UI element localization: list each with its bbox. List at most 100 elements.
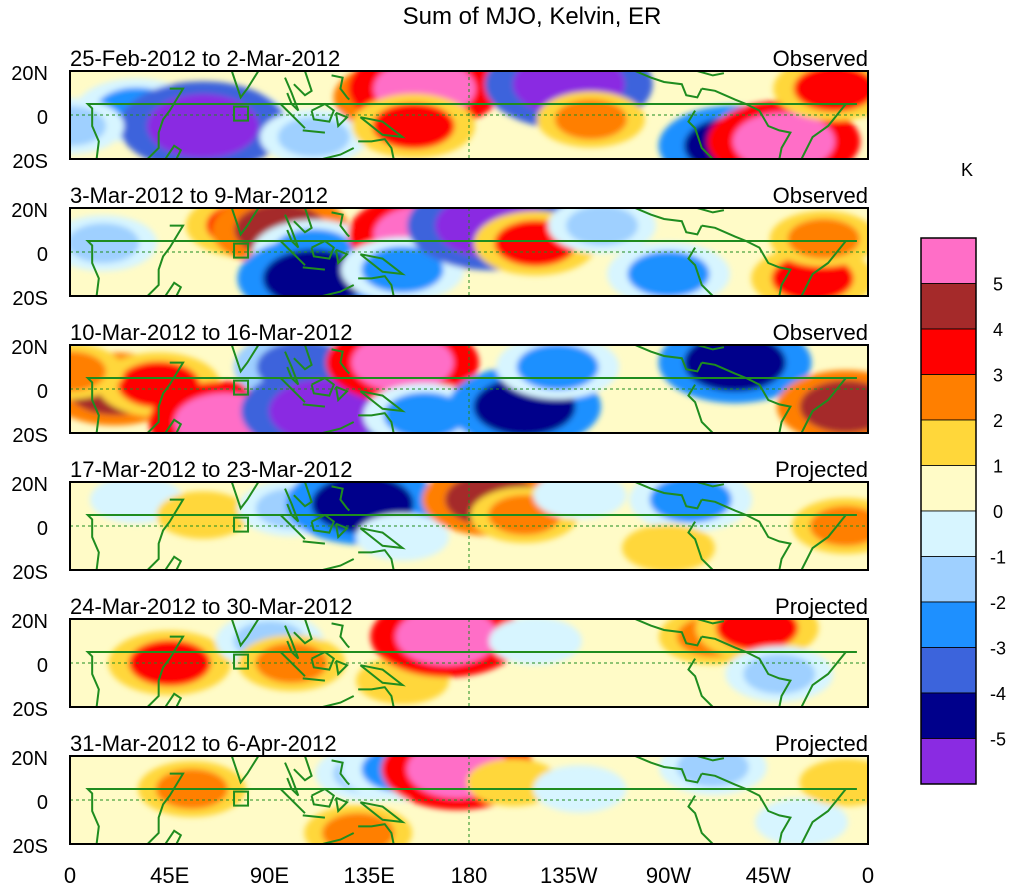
anomaly-core	[105, 482, 168, 517]
coastline	[196, 482, 260, 511]
latitude-label: 20N	[11, 337, 48, 359]
colorbar-tick-label: -4	[990, 684, 1006, 704]
coastline	[293, 345, 313, 371]
colorbar-swatch	[920, 692, 977, 739]
coastline	[322, 695, 355, 707]
panel-date-range: 24-Mar-2012 to 30-Mar-2012	[70, 594, 352, 619]
coastline	[359, 801, 406, 824]
anomaly-core	[548, 482, 611, 513]
anomaly-field	[70, 71, 868, 159]
anomaly-core	[554, 99, 627, 140]
coastline	[85, 514, 857, 570]
coastline	[358, 275, 395, 296]
panel-frame	[69, 755, 869, 845]
coastline	[302, 403, 326, 408]
coastline	[358, 686, 395, 707]
coastline	[279, 377, 306, 403]
colorbar-units: K	[961, 160, 973, 180]
map-panel: 25-Feb-2012 to 2-Mar-2012 Observed 20N 0 20S	[11, 46, 869, 173]
coastline	[331, 485, 351, 512]
latitude-label: 20N	[11, 63, 48, 85]
coastlines	[85, 619, 857, 707]
panel-date-range: 25-Feb-2012 to 2-Mar-2012	[70, 46, 340, 71]
coastline	[196, 345, 260, 374]
anomaly-core	[684, 345, 786, 392]
panel-status: Observed	[773, 183, 868, 208]
index-box	[233, 653, 250, 670]
map-panel: 10-Mar-2012 to 16-Mar-2012 Observed 20N 0 20…	[11, 320, 869, 447]
coastline	[164, 281, 183, 296]
coastline	[284, 351, 300, 386]
coastline	[701, 224, 792, 296]
coastline	[701, 635, 792, 707]
anomaly-core	[351, 345, 454, 392]
coastline	[85, 377, 857, 433]
coastline	[302, 677, 326, 682]
colorbar-tick-label: -2	[990, 593, 1006, 613]
coastline	[359, 253, 406, 276]
figure-title: Sum of MJO, Kelvin, ER	[403, 3, 662, 30]
colorbar-swatch	[920, 283, 977, 330]
colorbar-tick-label: 2	[993, 411, 1003, 431]
colorbar-frame	[920, 237, 977, 785]
latitude-label: 20S	[12, 836, 48, 858]
coastline	[358, 412, 395, 433]
coastline	[697, 208, 725, 214]
coastline	[164, 418, 183, 433]
coastline	[331, 348, 351, 375]
anomaly-core	[799, 380, 868, 433]
colorbar-tick-label: 4	[993, 320, 1003, 340]
coastline	[331, 759, 351, 786]
coastline	[310, 787, 335, 808]
coastline	[322, 147, 355, 159]
anomaly-core	[770, 805, 833, 839]
colorbar-swatch	[920, 419, 977, 466]
coastline	[302, 266, 326, 271]
coastline	[358, 549, 395, 570]
colorbar-tick-label: -5	[990, 730, 1006, 750]
coastline	[687, 247, 714, 296]
colorbar-tick-label: 1	[993, 457, 1003, 477]
latitude-label: 0	[37, 518, 48, 540]
coastline	[310, 650, 335, 671]
index-box	[233, 242, 250, 259]
colorbar-tick-label: 5	[993, 275, 1003, 295]
colorbar-swatch	[920, 601, 977, 648]
coastline	[701, 87, 792, 159]
panel-date-range: 31-Mar-2012 to 6-Apr-2012	[70, 731, 337, 756]
coastline	[687, 110, 714, 159]
coastline	[284, 488, 300, 523]
index-box	[233, 516, 250, 533]
coastline	[293, 482, 313, 508]
coastline	[634, 71, 703, 99]
index-box	[233, 105, 250, 122]
coastline	[322, 421, 355, 433]
coastline	[697, 482, 725, 488]
coastline	[279, 240, 306, 266]
coastline	[146, 361, 185, 433]
coastline	[279, 651, 306, 677]
anomaly-core	[383, 392, 466, 433]
coastline	[331, 211, 351, 238]
longitude-label: 0	[64, 863, 76, 888]
coastline	[164, 555, 183, 570]
longitude-label: 135E	[344, 863, 395, 888]
anomaly-core	[504, 624, 567, 658]
colorbar-swatch	[920, 328, 977, 375]
panel-date-range: 3-Mar-2012 to 9-Mar-2012	[70, 183, 328, 208]
latitude-label: 0	[37, 381, 48, 403]
coastline	[359, 116, 406, 139]
anomaly-core	[676, 756, 749, 787]
coastline	[634, 482, 703, 510]
coastline	[146, 772, 185, 844]
map-panel: 17-Mar-2012 to 23-Mar-2012 Projected 20N 0 2…	[11, 457, 869, 584]
anomaly-core	[637, 531, 700, 565]
anomaly-core	[716, 619, 799, 651]
longitude-label: 180	[451, 863, 488, 888]
colorbar-swatch	[920, 237, 977, 284]
anomaly-core	[649, 482, 732, 523]
longitude-label: 0	[862, 863, 874, 888]
colorbar-tick-label: -3	[990, 639, 1006, 659]
anomaly-core	[516, 345, 599, 390]
